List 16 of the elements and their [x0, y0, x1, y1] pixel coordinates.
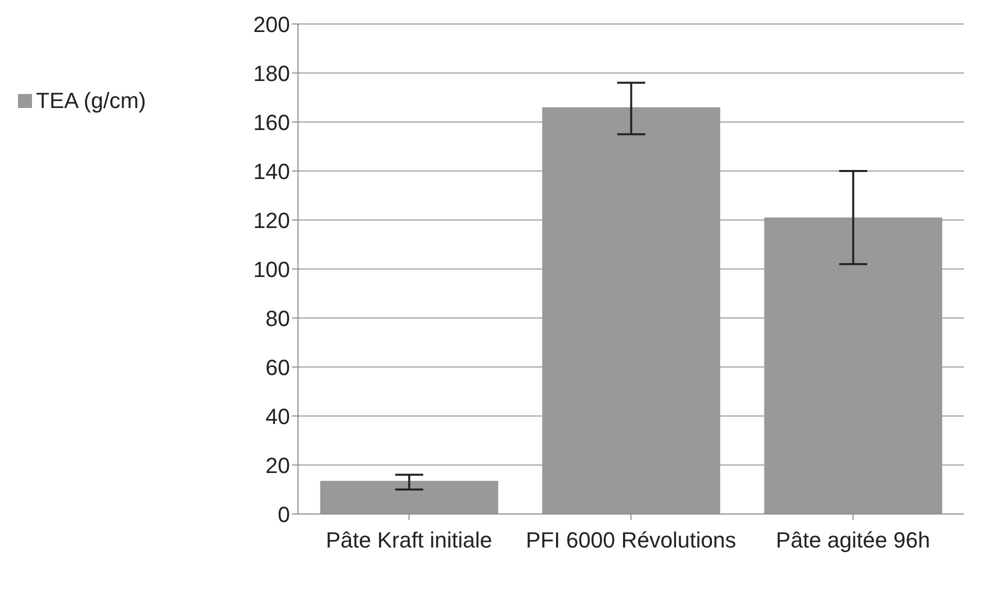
y-tick-label: 200 — [253, 12, 290, 37]
y-tick-label: 140 — [253, 158, 290, 184]
legend-label: TEA (g/cm) — [36, 88, 146, 114]
y-tick-label: 100 — [253, 256, 290, 282]
y-tick-label: 80 — [266, 306, 290, 331]
y-tick-label: 180 — [253, 60, 290, 86]
y-tick-label: 40 — [266, 404, 290, 429]
y-tick-label: 160 — [253, 110, 290, 135]
x-tick-label: Pâte Kraft initiale — [326, 528, 492, 553]
y-tick-label: 0 — [278, 502, 290, 527]
y-tick-label: 120 — [253, 208, 290, 233]
x-tick-label: PFI 6000 Révolutions — [526, 528, 736, 553]
y-tick-label: 60 — [266, 354, 290, 380]
bar — [320, 480, 498, 514]
x-tick-label: Pâte agitée 96h — [776, 528, 930, 553]
y-tick-label: 20 — [266, 452, 290, 478]
